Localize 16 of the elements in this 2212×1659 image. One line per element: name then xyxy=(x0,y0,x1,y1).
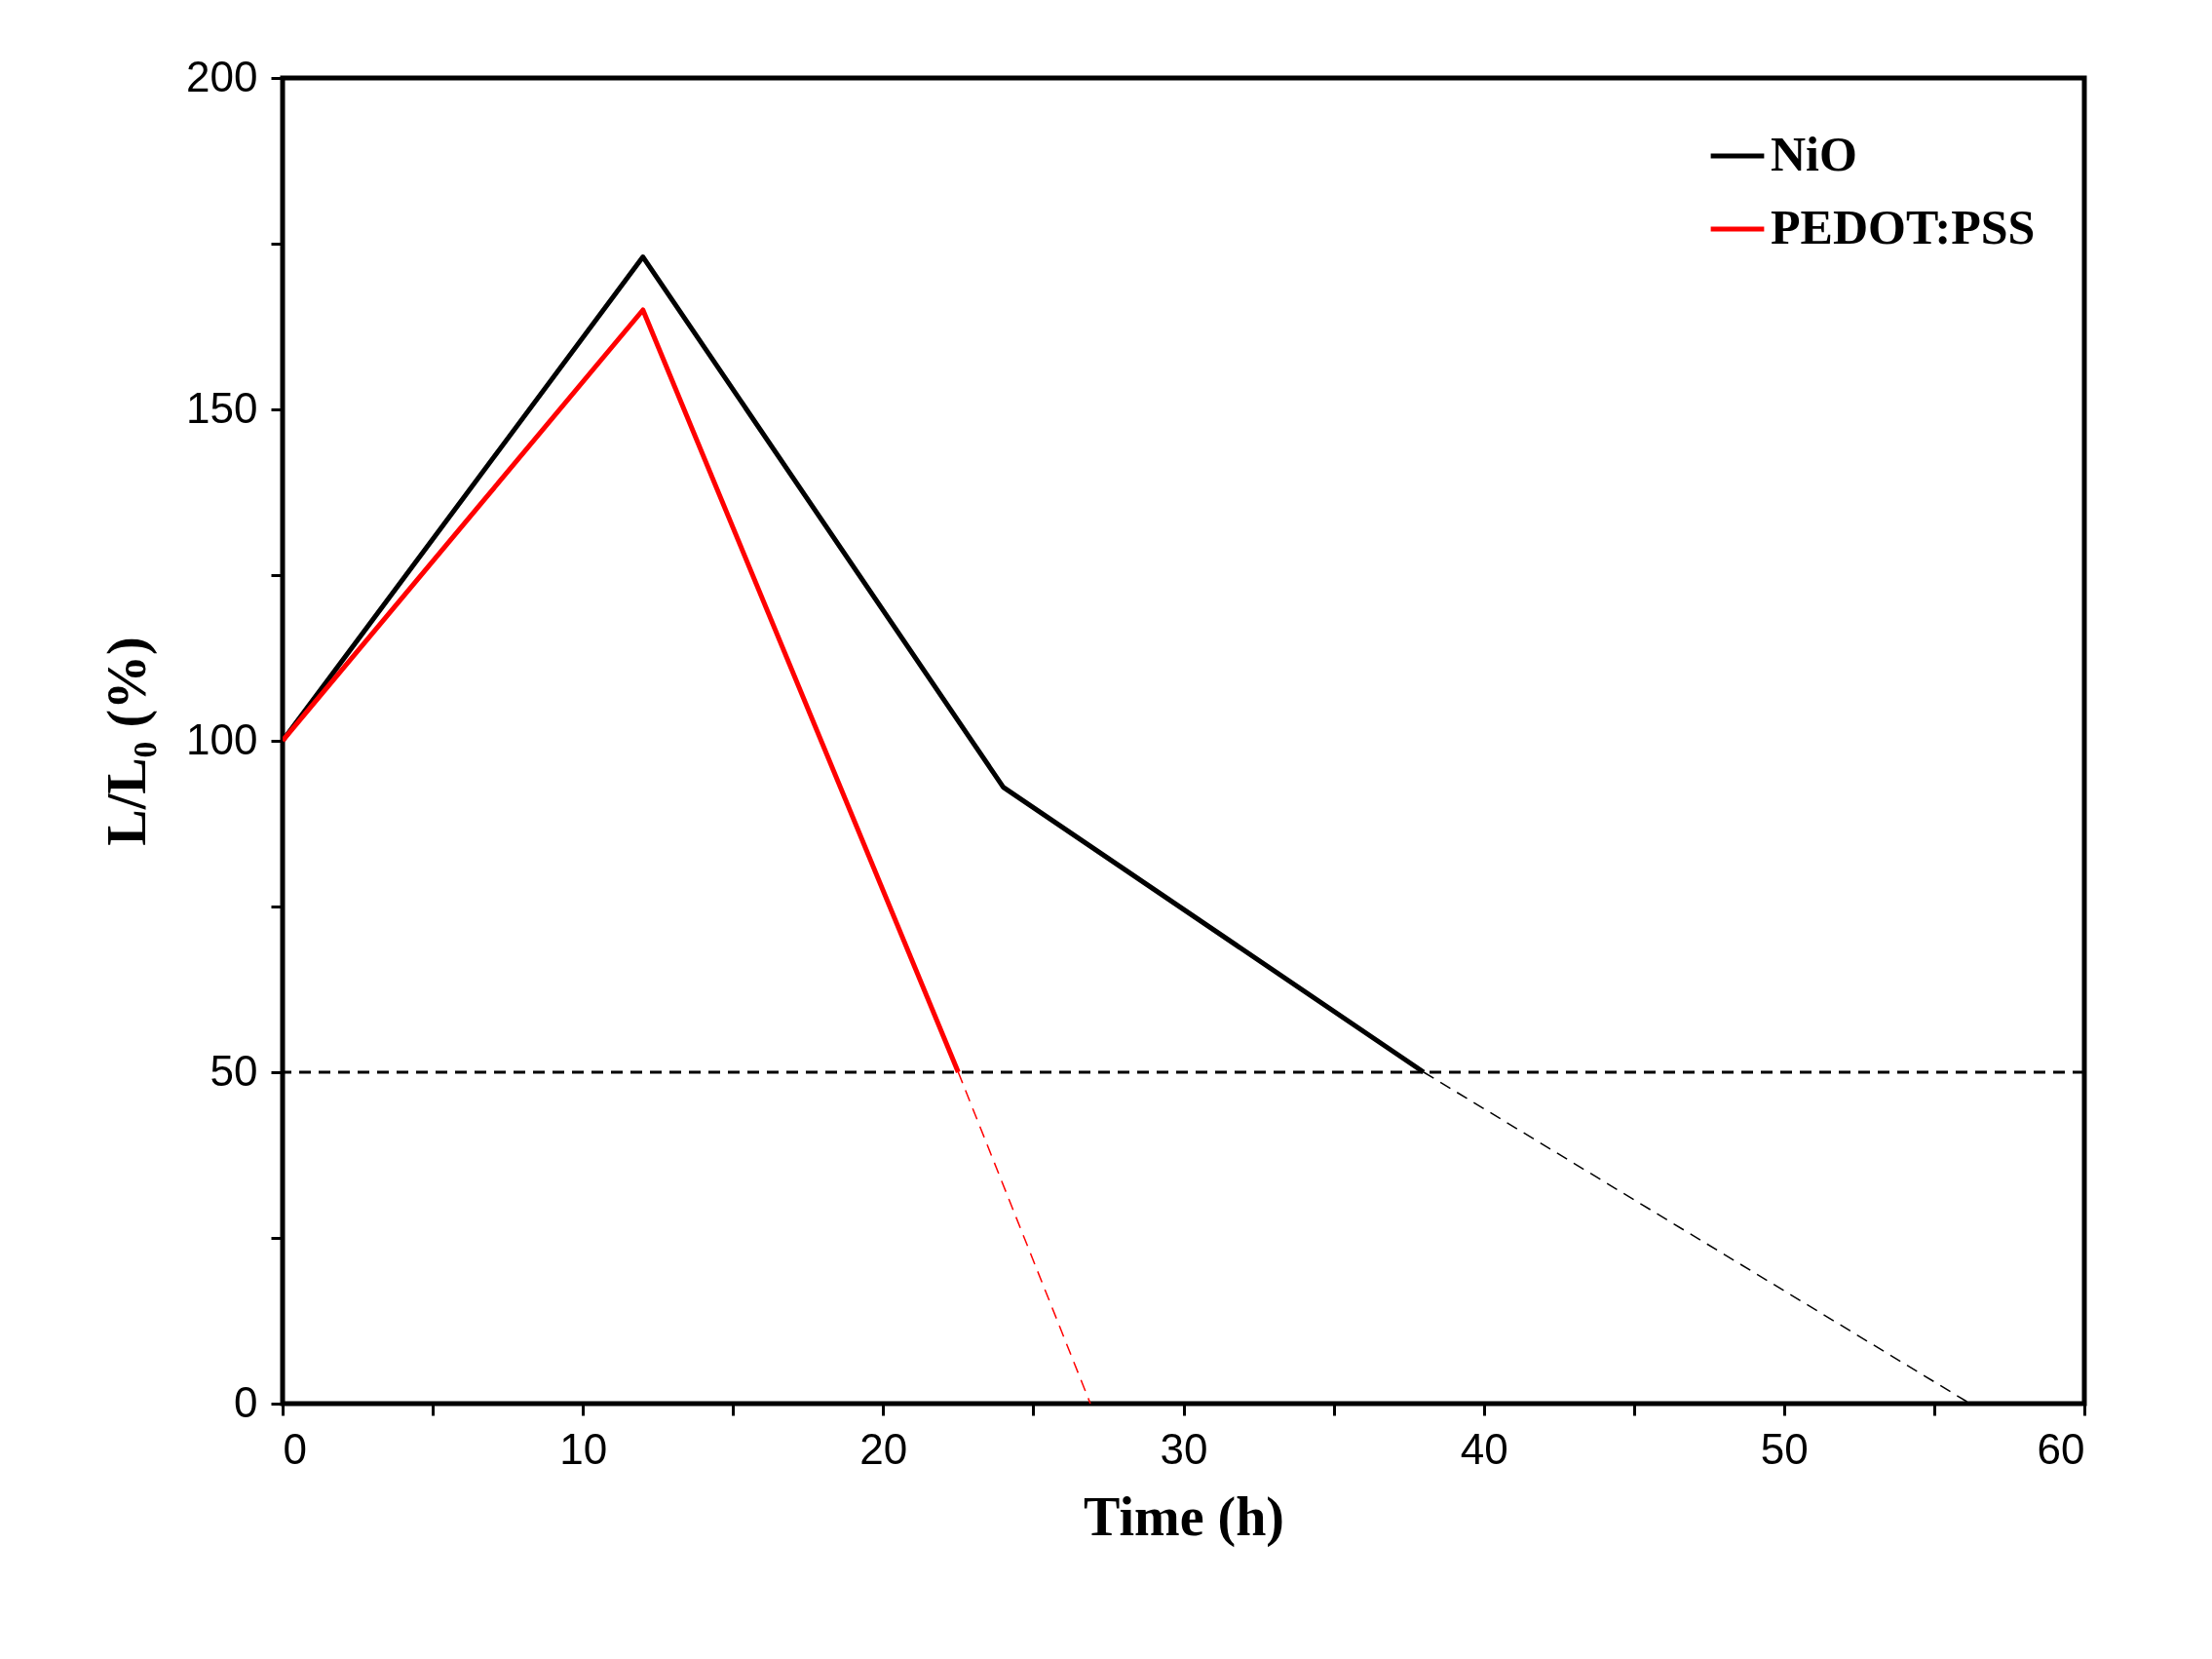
x-tick-label: 10 xyxy=(559,1424,608,1473)
x-axis-title: Time (h) xyxy=(1084,1485,1284,1548)
y-tick-label: 200 xyxy=(186,52,258,100)
x-tick-label: 0 xyxy=(283,1424,307,1473)
legend-label: PEDOT:PSS xyxy=(1771,200,2036,254)
x-tick-label: 20 xyxy=(859,1424,908,1473)
y-tick-label: 50 xyxy=(210,1046,258,1095)
x-tick-label: 50 xyxy=(1760,1424,1809,1473)
legend-label: NiO xyxy=(1771,127,1857,181)
x-tick-label: 60 xyxy=(2037,1424,2085,1473)
y-axis-title: L/L₀ (%) xyxy=(96,637,159,846)
y-tick-label: 100 xyxy=(186,714,258,763)
x-tick-label: 30 xyxy=(1160,1424,1208,1473)
y-tick-label: 0 xyxy=(234,1377,258,1426)
y-tick-label: 150 xyxy=(186,383,258,432)
x-tick-label: 40 xyxy=(1460,1424,1508,1473)
